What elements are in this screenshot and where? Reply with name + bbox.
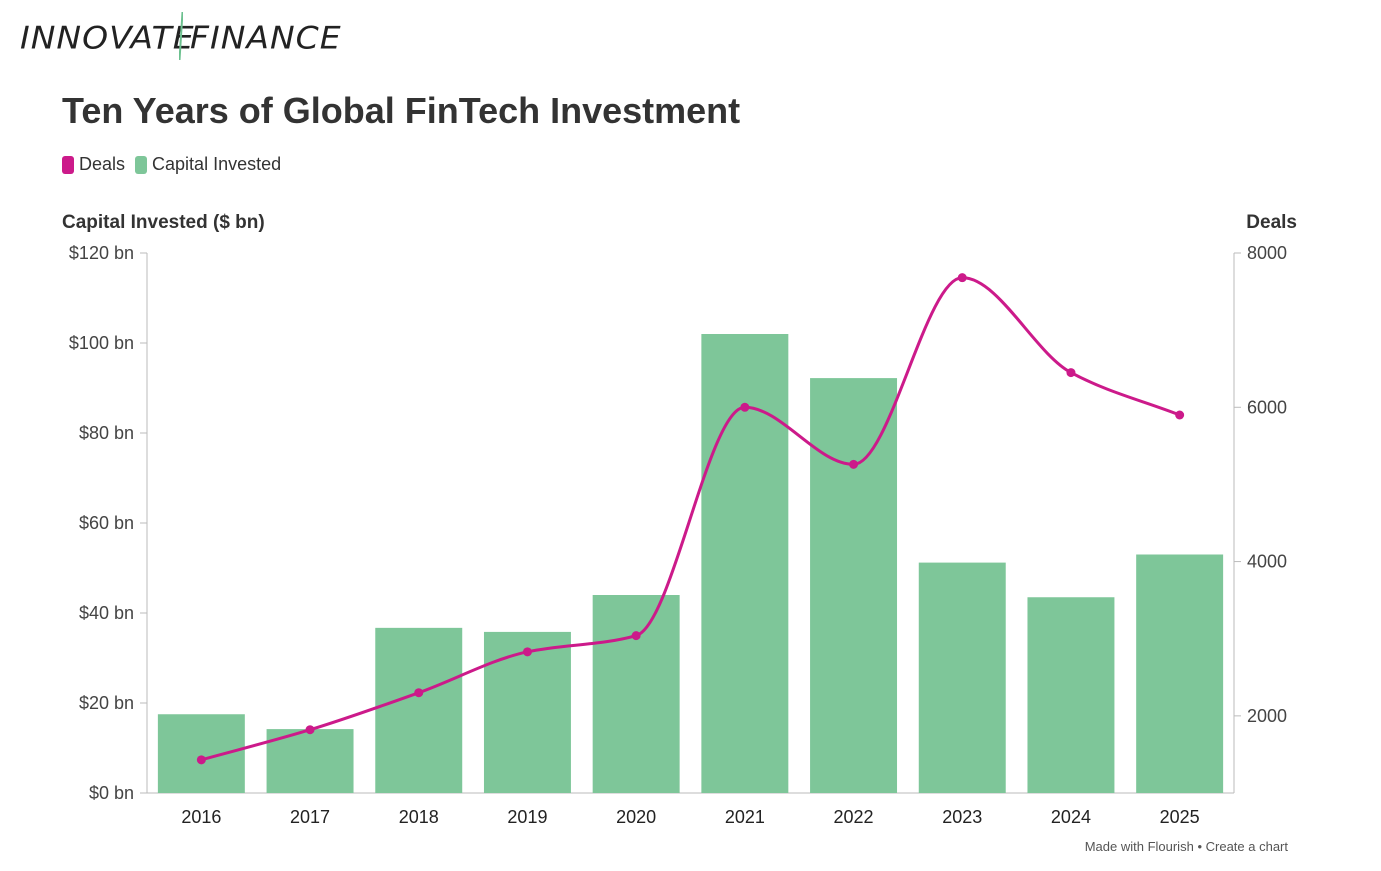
flourish-credit: Made with Flourish • Create a chart: [1085, 839, 1288, 854]
deals-line: [199, 276, 1182, 762]
bar-capital-2018[interactable]: [375, 627, 463, 793]
right-axis-title: Deals: [1246, 212, 1297, 233]
bar-capital-2022[interactable]: [810, 378, 898, 793]
legend-label-capital: Capital Invested: [152, 154, 282, 174]
deals-point-2018[interactable]: [414, 688, 424, 698]
left-axis-title: Capital Invested ($ bn): [62, 212, 265, 233]
bar-capital-2024[interactable]: [1027, 597, 1115, 793]
right-axis-tick-label: 6000: [1247, 397, 1287, 417]
left-axis-tick-label: $20 bn: [79, 693, 134, 713]
x-axis-tick-label: 2016: [181, 807, 221, 827]
bar-capital-2017[interactable]: [266, 729, 354, 793]
deals-point-2019[interactable]: [522, 647, 532, 657]
right-axis-tick-label: 8000: [1247, 243, 1287, 263]
logo-text-left: INNOVATE: [20, 18, 195, 57]
left-axis-tick-label: $60 bn: [79, 513, 134, 533]
x-axis-tick-label: 2018: [399, 807, 439, 827]
bar-capital-2016[interactable]: [157, 714, 245, 793]
deals-point-2021[interactable]: [740, 402, 750, 412]
x-axis-tick-label: 2017: [290, 807, 330, 827]
right-axis-tick-label: 2000: [1247, 706, 1287, 726]
legend-item-capital-invested[interactable]: Capital Invested: [135, 154, 281, 175]
right-axis-tick-label: 4000: [1247, 552, 1287, 572]
left-axis-tick-label: $40 bn: [79, 603, 134, 623]
deals-point-2016[interactable]: [196, 755, 206, 765]
legend-item-deals[interactable]: Deals: [62, 154, 125, 175]
deals-point-2022[interactable]: [849, 459, 859, 469]
create-chart-link[interactable]: Create a chart: [1205, 839, 1288, 854]
bar-capital-2025[interactable]: [1136, 554, 1224, 794]
logo-text-right: FINANCE: [190, 18, 342, 57]
left-axis-tick-label: $120 bn: [69, 243, 134, 263]
legend-swatch-deals: [62, 155, 74, 174]
x-axis-tick-label: 2021: [725, 807, 765, 827]
chart-legend: Deals Capital Invested: [62, 154, 291, 175]
credit-separator: •: [1197, 839, 1202, 854]
bar-capital-2020[interactable]: [592, 595, 680, 793]
made-with-flourish-link[interactable]: Made with Flourish: [1084, 839, 1194, 854]
x-axis-tick-label: 2022: [834, 807, 874, 827]
x-axis-tick-label: 2020: [616, 807, 656, 827]
x-axis-tick-label: 2025: [1160, 807, 1200, 827]
logo-slash-icon: [179, 12, 183, 60]
legend-label-deals: Deals: [79, 154, 126, 174]
x-axis-tick-label: 2024: [1051, 807, 1091, 827]
deals-point-2025[interactable]: [1175, 410, 1185, 420]
legend-swatch-capital: [135, 155, 148, 174]
bar-capital-2023[interactable]: [918, 562, 1006, 793]
x-axis-tick-label: 2019: [507, 807, 547, 827]
deals-point-2023[interactable]: [957, 273, 967, 283]
left-axis-tick-label: $100 bn: [69, 333, 134, 353]
left-axis-tick-label: $0 bn: [89, 783, 134, 803]
deals-point-2017[interactable]: [305, 725, 315, 735]
left-axis-tick-label: $80 bn: [79, 423, 134, 443]
deals-point-2024[interactable]: [1066, 368, 1076, 378]
chart-title: Ten Years of Global FinTech Investment: [62, 90, 741, 131]
deals-point-2020[interactable]: [631, 631, 641, 641]
x-axis-tick-label: 2023: [942, 807, 982, 827]
